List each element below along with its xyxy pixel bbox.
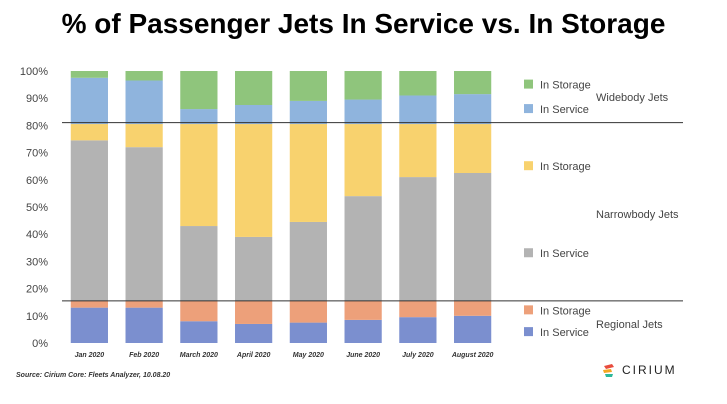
cirium-logo-text: CIRIUM <box>622 363 677 377</box>
bar-segment <box>70 124 108 141</box>
bar-segment <box>180 226 218 301</box>
bar-segment <box>344 71 382 100</box>
x-tick-label: July 2020 <box>402 352 434 359</box>
bar-segment <box>344 99 382 125</box>
bar-segment <box>70 71 108 78</box>
bar-segment <box>344 319 382 343</box>
bar-segment <box>235 300 273 324</box>
legend-swatch <box>524 327 533 337</box>
legend-label: In Storage <box>540 305 591 317</box>
bar-segment <box>344 300 382 320</box>
bar-segment <box>180 109 218 125</box>
bar-segment <box>70 140 108 301</box>
bar-segment <box>125 71 163 81</box>
bar-segment <box>180 321 218 343</box>
y-tick-label: 80% <box>26 120 48 132</box>
bar-segment <box>235 105 273 125</box>
bar-segment <box>399 300 437 318</box>
cirium-logo: CIRIUM <box>600 360 677 380</box>
bar-segment <box>289 300 327 323</box>
x-tick-label: Feb 2020 <box>129 352 159 359</box>
bar-segment <box>399 177 437 301</box>
bar-segment <box>399 124 437 178</box>
x-tick-label: August 2020 <box>451 352 494 359</box>
legend-label: In Service <box>540 327 589 339</box>
y-tick-label: 50% <box>26 202 48 214</box>
legend-swatch <box>524 79 533 89</box>
bar-segment <box>399 317 437 343</box>
cirium-logo-icon <box>603 364 614 377</box>
legend-swatch <box>524 305 533 315</box>
y-tick-label: 60% <box>26 175 48 187</box>
bar-segment <box>289 221 327 301</box>
group-label: Narrowbody Jets <box>596 209 679 221</box>
x-tick-label: Jan 2020 <box>75 352 105 359</box>
x-tick-label: March 2020 <box>180 352 218 359</box>
bar-segment <box>235 124 273 237</box>
bar-segment <box>454 315 492 343</box>
y-tick-label: 0% <box>32 338 48 350</box>
y-tick-label: 40% <box>26 229 48 241</box>
y-tick-label: 10% <box>26 311 48 323</box>
source-note: Source: Cirium Core: Fleets Analyzer, 10… <box>16 372 171 379</box>
bar-segment <box>70 77 108 125</box>
legend-label: In Service <box>540 248 589 260</box>
legend-label: In Storage <box>540 80 591 92</box>
bar-segment <box>344 196 382 301</box>
bar-segment <box>454 71 492 95</box>
bar-segment <box>454 124 492 173</box>
y-tick-label: 90% <box>26 93 48 105</box>
legend-swatch <box>524 104 533 114</box>
bar-segment <box>289 71 327 101</box>
y-tick-label: 70% <box>26 148 48 160</box>
legend-label: In Storage <box>540 161 591 173</box>
bar-segment <box>125 147 163 301</box>
bar-segment <box>454 173 492 301</box>
bar-segment <box>289 100 327 125</box>
bar-segment <box>70 300 108 308</box>
x-tick-label: June 2020 <box>346 352 380 359</box>
bar-segment <box>180 300 218 322</box>
bar-segment <box>289 322 327 343</box>
bar-segment <box>125 300 163 308</box>
bar-segment <box>125 80 163 125</box>
x-tick-label: May 2020 <box>293 352 324 359</box>
group-label: Widebody Jets <box>596 92 669 104</box>
bar-segment <box>399 71 437 96</box>
bar-segment <box>125 124 163 148</box>
bar-segment <box>344 124 382 197</box>
bar-segment <box>235 236 273 301</box>
bar-segment <box>454 300 492 316</box>
legend-swatch <box>524 161 533 171</box>
y-tick-label: 30% <box>26 256 48 268</box>
bar-segment <box>399 95 437 125</box>
bar-segment <box>289 124 327 222</box>
bar-segment <box>180 124 218 227</box>
bar-segment <box>180 71 218 110</box>
y-tick-label: 20% <box>26 284 48 296</box>
x-tick-label: April 2020 <box>236 352 271 359</box>
bar-segment <box>454 94 492 125</box>
chart-title: % of Passenger Jets In Service vs. In St… <box>61 8 666 39</box>
group-label: Regional Jets <box>596 319 663 331</box>
bar-segment <box>235 71 273 105</box>
y-tick-label: 100% <box>20 66 48 78</box>
legend-swatch <box>524 248 533 258</box>
bar-segment <box>125 307 163 343</box>
legend-label: In Service <box>540 104 589 116</box>
bar-segment <box>235 323 273 343</box>
bar-segment <box>70 307 108 343</box>
